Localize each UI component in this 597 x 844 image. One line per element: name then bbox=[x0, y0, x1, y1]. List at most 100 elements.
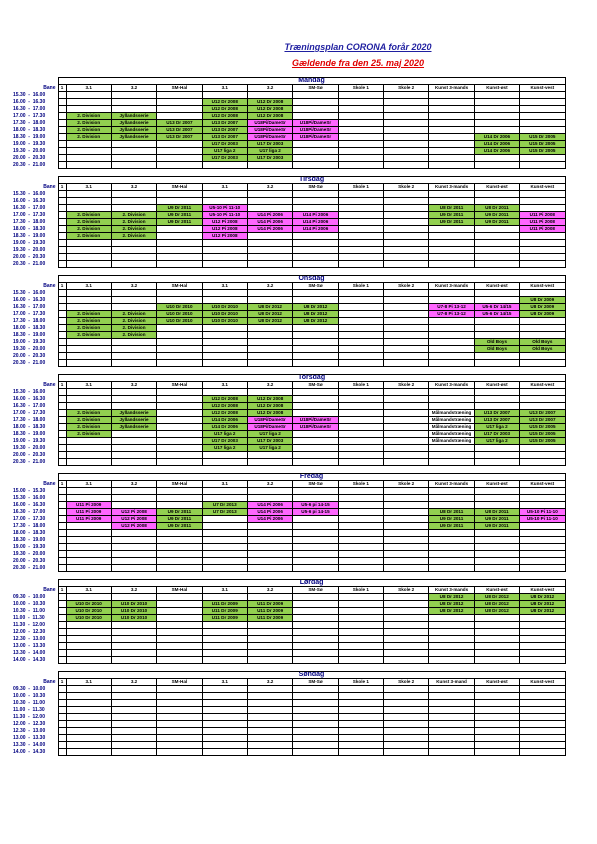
booking: U14 Pi 2006 bbox=[246, 508, 294, 516]
booking: U12 Dr 2008 bbox=[201, 112, 248, 120]
lane-cell bbox=[57, 536, 67, 544]
empty-cell bbox=[156, 600, 203, 608]
empty-cell bbox=[65, 444, 112, 452]
empty-cell bbox=[383, 345, 430, 353]
lane-cell bbox=[57, 296, 67, 304]
booking: U13 Dr 2007 bbox=[473, 416, 521, 424]
time-row: 11.00 - 11.30 U10 Dr 2010 U10 Dr 2010 U11 D… bbox=[13, 614, 566, 622]
empty-cell bbox=[292, 642, 339, 650]
empty-cell bbox=[156, 649, 203, 657]
booking: U8 Dr 2009 bbox=[519, 310, 566, 318]
booking: U17 liga 2 bbox=[246, 444, 294, 452]
empty-cell bbox=[428, 720, 475, 728]
empty-cell bbox=[246, 345, 294, 353]
empty-cell bbox=[428, 140, 475, 148]
booking: U10 Dr 2010 bbox=[65, 600, 112, 608]
header-row: Bane 1 3.1 3.2 SM-Hal 3.1 3.2 SM-Sø Skole 1 Skole… bbox=[13, 678, 566, 686]
booking: U11 Dr 2009 bbox=[201, 614, 248, 622]
booking: U17 liga 2 bbox=[473, 423, 521, 431]
empty-cell bbox=[519, 656, 566, 664]
booking: U11 Pi 2009 bbox=[65, 501, 112, 509]
empty-cell bbox=[156, 395, 203, 403]
empty-cell bbox=[473, 444, 521, 452]
lane-cell bbox=[57, 289, 67, 297]
booking: U14 Dr 2006 bbox=[201, 423, 248, 431]
empty-cell bbox=[156, 345, 203, 353]
bane-label: Bane bbox=[43, 85, 56, 91]
empty-cell bbox=[246, 522, 294, 530]
booking: U12 Pi 2008 bbox=[201, 218, 248, 226]
empty-cell bbox=[292, 338, 339, 346]
lane-header: 1 bbox=[57, 381, 67, 389]
empty-cell bbox=[383, 458, 430, 466]
empty-cell bbox=[473, 536, 521, 544]
empty-cell bbox=[110, 260, 158, 268]
empty-cell bbox=[473, 501, 521, 509]
booking: U9 Dr 2011 bbox=[428, 522, 475, 530]
booking: U15 Dr 2005 bbox=[519, 437, 566, 445]
empty-cell bbox=[65, 529, 112, 537]
empty-cell bbox=[337, 310, 385, 318]
empty-cell bbox=[428, 529, 475, 537]
empty-cell bbox=[201, 289, 248, 297]
time-label: 15.30 - 16.00 bbox=[13, 389, 46, 395]
booking: U8 Dr 2012 bbox=[519, 607, 566, 615]
empty-cell bbox=[201, 734, 248, 742]
empty-cell bbox=[383, 649, 430, 657]
lane-cell bbox=[57, 395, 67, 403]
booking: U5-6 pi 14-15 bbox=[292, 508, 339, 516]
empty-cell bbox=[292, 246, 339, 254]
empty-cell bbox=[65, 536, 112, 544]
empty-cell bbox=[65, 388, 112, 396]
empty-cell bbox=[156, 713, 203, 721]
column-header: Kunst 3-mand bbox=[428, 678, 475, 686]
empty-cell bbox=[428, 91, 475, 99]
lane-cell bbox=[57, 260, 67, 268]
empty-cell bbox=[337, 147, 385, 155]
column-header: 3.2 bbox=[246, 586, 294, 594]
empty-cell bbox=[201, 557, 248, 565]
empty-cell bbox=[65, 642, 112, 650]
empty-cell bbox=[246, 494, 294, 502]
empty-cell bbox=[292, 437, 339, 445]
empty-cell bbox=[246, 253, 294, 261]
time-row: 17.00 - 17.30 2. Division 2. Division U10 D… bbox=[13, 310, 566, 318]
empty-cell bbox=[473, 649, 521, 657]
time-label: 13.00 - 13.30 bbox=[13, 735, 46, 741]
empty-cell bbox=[337, 296, 385, 304]
empty-cell bbox=[246, 642, 294, 650]
empty-cell bbox=[65, 303, 112, 311]
empty-cell bbox=[428, 501, 475, 509]
time-row: 09.30 - 10.00 U8 Dr 2012 U8 Dr 2012 U8 Dr 2… bbox=[13, 593, 566, 601]
empty-cell bbox=[65, 105, 112, 113]
empty-cell bbox=[383, 444, 430, 452]
empty-cell bbox=[156, 388, 203, 396]
booking: U13 Dr 2007 bbox=[156, 133, 203, 141]
empty-cell bbox=[337, 600, 385, 608]
empty-cell bbox=[383, 607, 430, 615]
empty-cell bbox=[383, 727, 430, 735]
empty-cell bbox=[519, 685, 566, 693]
booking: U8 Dr 2011 bbox=[428, 204, 475, 212]
empty-cell bbox=[156, 444, 203, 452]
booking: U7-8 Pi 13-12 bbox=[428, 310, 475, 318]
empty-cell bbox=[383, 621, 430, 629]
empty-cell bbox=[383, 161, 430, 169]
time-label: 15.30 - 16.00 bbox=[13, 290, 46, 296]
empty-cell bbox=[110, 487, 158, 495]
column-header: Skole 2 bbox=[383, 480, 430, 488]
time-label: 19.30 - 20.00 bbox=[13, 346, 46, 352]
booking: U5-6 pi 14-15 bbox=[292, 501, 339, 509]
bane-label: Bane bbox=[43, 679, 56, 685]
empty-cell bbox=[201, 296, 248, 304]
booking: U14 Dr 2006 bbox=[473, 140, 521, 148]
empty-cell bbox=[383, 218, 430, 226]
bane-label: Bane bbox=[43, 184, 56, 190]
empty-cell bbox=[473, 529, 521, 537]
empty-cell bbox=[156, 727, 203, 735]
column-header: SM-Hal bbox=[156, 282, 203, 290]
empty-cell bbox=[428, 147, 475, 155]
lane-cell bbox=[57, 635, 67, 643]
empty-cell bbox=[519, 105, 566, 113]
time-row: 15.30 - 16.00 bbox=[13, 91, 566, 99]
